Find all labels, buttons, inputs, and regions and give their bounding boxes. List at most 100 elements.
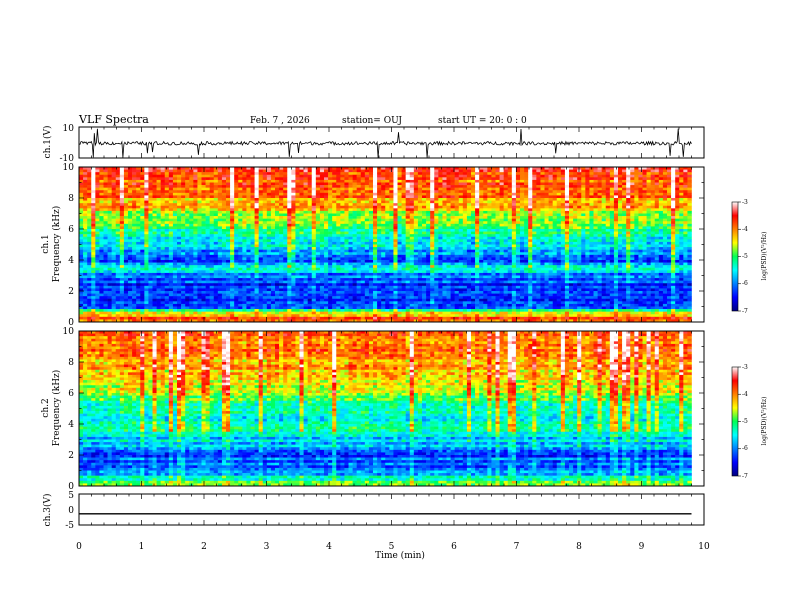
spectrogram-cell xyxy=(487,221,492,225)
spectrogram-cell xyxy=(556,247,562,250)
spectrogram-cell xyxy=(368,172,374,176)
spectrogram-cell xyxy=(201,231,206,235)
spectrogram-cell xyxy=(336,185,341,188)
spectrogram-cell xyxy=(189,192,194,196)
spectrogram-cell xyxy=(601,192,607,196)
spectrogram-cell xyxy=(487,187,492,191)
spectrogram-cell xyxy=(315,226,321,230)
spectrogram-cell xyxy=(234,226,239,230)
spectrogram-cell xyxy=(597,226,602,230)
spectrogram-cell xyxy=(340,167,345,170)
spectrogram-cell xyxy=(605,221,611,225)
spectrogram-cell xyxy=(266,249,272,253)
spectrogram-cell xyxy=(638,187,643,191)
spectrogram-cell xyxy=(111,216,117,219)
spectrogram-cell xyxy=(389,210,394,214)
spectrogram-cell xyxy=(564,221,570,225)
spectrogram-cell xyxy=(597,223,602,227)
spectrogram-cell xyxy=(181,239,186,243)
spectrogram-cell xyxy=(226,239,231,243)
spectrogram-cell xyxy=(221,182,227,186)
spectrogram-cell xyxy=(413,185,419,188)
spectrogram-cell xyxy=(221,190,227,194)
spectrogram-cell xyxy=(99,192,104,196)
spectrogram-cell xyxy=(401,247,406,250)
spectrogram-cell xyxy=(511,195,517,199)
spectrogram-cell xyxy=(299,208,304,212)
spectrogram-cell xyxy=(495,213,500,217)
spectrogram-cell xyxy=(581,182,586,186)
spectrogram-cell xyxy=(564,172,570,176)
spectrogram-cell xyxy=(201,218,206,222)
spectrogram-cell xyxy=(319,213,325,217)
spectrogram-cell xyxy=(193,187,198,191)
spectrogram-cell xyxy=(450,198,455,201)
spectrogram-cell xyxy=(79,172,84,176)
spectrogram-cell xyxy=(111,205,117,209)
spectrogram-cell xyxy=(634,229,639,232)
spectrogram-cell xyxy=(450,244,455,248)
spectrogram-cell xyxy=(454,226,460,230)
spectrogram-cell xyxy=(536,218,541,222)
spectrogram-cell xyxy=(217,231,223,235)
spectrogram-cell xyxy=(136,239,141,243)
spectrogram-cell xyxy=(373,200,378,204)
spectrogram-cell xyxy=(393,179,398,183)
spectrogram-cell xyxy=(552,221,558,225)
spectrogram-cell xyxy=(515,179,521,183)
spectrogram-cell xyxy=(548,223,553,227)
spectrogram-cell xyxy=(381,205,386,209)
spectrogram-cell xyxy=(536,179,541,183)
spectrogram-cell xyxy=(87,208,92,212)
spectrogram-cell xyxy=(503,172,509,176)
spectrogram-cell xyxy=(450,236,455,240)
spectrogram-cell xyxy=(164,239,170,243)
spectrogram-cell xyxy=(573,185,578,188)
spectrogram-cell xyxy=(458,205,464,209)
spectrogram-cell xyxy=(540,192,545,196)
spectrogram-cell xyxy=(662,192,668,196)
spectrogram-cell xyxy=(373,182,378,186)
spectrogram-cell xyxy=(217,221,223,225)
spectrogram-cell xyxy=(471,179,476,183)
spectrogram-cell xyxy=(520,179,525,183)
spectrogram-cell xyxy=(426,179,431,183)
spectrogram-cell xyxy=(552,216,558,219)
spectrogram-cell xyxy=(275,247,280,250)
spectrogram-cell xyxy=(275,177,280,181)
spectrogram-cell xyxy=(389,247,394,250)
spectrogram-cell xyxy=(148,205,153,209)
spectrogram-cell xyxy=(172,192,178,196)
spectrogram-cell xyxy=(552,229,558,232)
spectrogram-cell xyxy=(413,241,419,245)
spectrogram-cell xyxy=(368,221,374,225)
spectrogram-cell xyxy=(95,190,100,194)
spectrogram-cell xyxy=(164,223,170,227)
spectrogram-cell xyxy=(487,208,492,212)
spectrogram-cell xyxy=(132,182,137,186)
spectrogram-cell xyxy=(618,236,623,240)
spectrogram-cell xyxy=(377,247,382,250)
spectrogram-cell xyxy=(466,231,472,235)
spectrogram-cell xyxy=(671,210,676,214)
spectrogram-cell xyxy=(667,182,672,186)
spectrogram-cell xyxy=(675,172,680,176)
spectrogram-cell xyxy=(291,177,296,181)
spectrogram-cell xyxy=(213,229,219,232)
spectrogram-cell xyxy=(340,177,345,181)
spectrogram-cell xyxy=(515,236,521,240)
spectrogram-cell xyxy=(258,213,264,217)
spectrogram-cell xyxy=(332,205,337,209)
spectrogram-cell xyxy=(193,205,198,209)
spectrogram-cell xyxy=(115,236,121,240)
spectrogram-cell xyxy=(311,187,317,191)
spectrogram-cell xyxy=(401,216,406,219)
spectrogram-cell xyxy=(136,174,141,178)
spectrogram-cell xyxy=(434,167,439,170)
spectrogram-cell xyxy=(536,172,541,176)
spectrogram-cell xyxy=(332,200,337,204)
spectrogram-cell xyxy=(389,234,394,238)
spectrogram-cell xyxy=(275,218,280,222)
spectrogram-cell xyxy=(593,187,598,191)
spectrogram-cell xyxy=(552,185,558,188)
